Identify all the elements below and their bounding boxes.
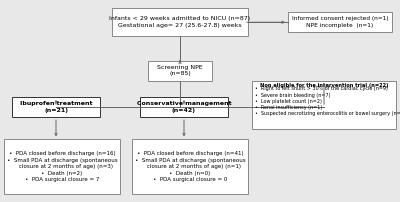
Text: Informed consent rejected (n=1)
NPE incomplete  (n=1): Informed consent rejected (n=1) NPE inco…: [292, 16, 388, 28]
Text: Ibuprofen treatment
(n=21): Ibuprofen treatment (n=21): [20, 101, 92, 113]
Text: Conservative management
(n=42): Conservative management (n=42): [137, 101, 231, 113]
Text: •  Right to left shunt > 30% of the cardiac cycle (n=9)
•  Severe brain bleeding: • Right to left shunt > 30% of the cardi…: [255, 86, 400, 116]
FancyBboxPatch shape: [12, 97, 100, 117]
Text: Screening NPE
(n=85): Screening NPE (n=85): [157, 65, 203, 77]
FancyBboxPatch shape: [112, 8, 248, 36]
FancyBboxPatch shape: [140, 97, 228, 117]
FancyBboxPatch shape: [252, 81, 396, 129]
Text: Non eligible for the intervention trial (n=22): Non eligible for the intervention trial …: [260, 83, 388, 88]
FancyBboxPatch shape: [4, 139, 120, 194]
Text: •  PDA closed before discharge (n=16)
•  Small PDA at discharge (spontaneous
   : • PDA closed before discharge (n=16) • S…: [7, 151, 117, 182]
FancyBboxPatch shape: [148, 61, 212, 81]
Text: •  PDA closed before discharge (n=41)
•  Small PDA at discharge (spontaneous
   : • PDA closed before discharge (n=41) • S…: [135, 151, 245, 182]
FancyBboxPatch shape: [132, 139, 248, 194]
FancyBboxPatch shape: [288, 12, 392, 32]
Text: Infants < 29 weeks admitted to NICU (n=87)
Gestational age= 27 (25.6-27.8) weeks: Infants < 29 weeks admitted to NICU (n=8…: [110, 16, 250, 28]
